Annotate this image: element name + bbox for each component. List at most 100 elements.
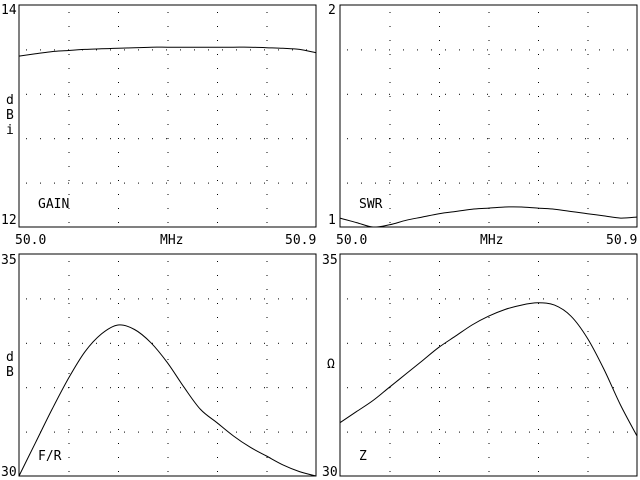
grid-dot	[217, 317, 218, 318]
grid-dot	[194, 342, 195, 344]
grid-dot	[587, 222, 589, 223]
grid-dot	[292, 342, 293, 344]
grid-dot	[217, 373, 218, 374]
grid-dot	[389, 40, 391, 41]
grid-dot	[361, 431, 362, 433]
fr-grid	[26, 261, 307, 472]
grid-dot	[264, 298, 265, 300]
grid-dot	[208, 342, 209, 344]
grid-dot	[361, 138, 362, 140]
grid-dot	[389, 261, 391, 262]
grid-dot	[389, 373, 391, 374]
grid-dot	[361, 49, 362, 51]
grid-dot	[118, 68, 119, 69]
grid-dot	[613, 182, 614, 184]
grid-dot	[613, 49, 614, 51]
grid-dot	[292, 182, 293, 184]
grid-dot	[266, 124, 268, 125]
z-panel: 35 30 Ω Z	[322, 253, 638, 480]
grid-dot	[96, 93, 97, 95]
grid-dot	[538, 317, 539, 318]
grid-dot	[222, 387, 223, 389]
grid-dot	[82, 93, 83, 95]
grid-dot	[445, 49, 446, 51]
grid-dot	[306, 431, 307, 433]
grid-dot	[180, 387, 181, 389]
grid-dot	[96, 342, 97, 344]
grid-dot	[389, 180, 391, 181]
grid-dot	[439, 457, 440, 458]
gain-x-max-label: 50.9	[285, 233, 316, 248]
grid-dot	[538, 26, 539, 27]
grid-dot	[118, 152, 119, 153]
grid-dot	[599, 138, 600, 140]
grid-dot	[375, 182, 376, 184]
grid-dot	[627, 138, 628, 140]
grid-dot	[152, 342, 153, 344]
grid-dot	[587, 208, 589, 209]
grid-dot	[585, 93, 586, 95]
grid-dot	[487, 138, 488, 140]
grid-dot	[439, 373, 440, 374]
grid-dot	[68, 471, 70, 472]
grid-dot	[439, 359, 440, 360]
grid-dot	[515, 93, 516, 95]
grid-dot	[180, 182, 181, 184]
grid-dot	[347, 342, 348, 344]
grid-dot	[266, 208, 268, 209]
grid-dot	[68, 317, 70, 318]
grid-dot	[118, 443, 119, 444]
grid-dot	[587, 289, 589, 290]
grid-dot	[68, 82, 70, 83]
grid-dot	[217, 194, 218, 195]
grid-dot	[543, 342, 544, 344]
grid-dot	[439, 96, 440, 97]
grid-dot	[488, 359, 490, 360]
grid-dot	[488, 26, 490, 27]
grid-dot	[96, 298, 97, 300]
grid-dot	[236, 431, 237, 433]
grid-dot	[473, 49, 474, 51]
grid-dot	[587, 96, 589, 97]
grid-dot	[585, 387, 586, 389]
grid-dot	[587, 138, 589, 139]
grid-dot	[538, 222, 539, 223]
grid-dot	[587, 110, 589, 111]
grid-dot	[375, 49, 376, 51]
grid-dot	[473, 342, 474, 344]
grid-dot	[361, 182, 362, 184]
grid-dot	[587, 373, 589, 374]
grid-dot	[439, 275, 440, 276]
grid-dot	[599, 431, 600, 433]
grid-dot	[167, 68, 169, 69]
grid-dot	[167, 222, 169, 223]
grid-dot	[585, 298, 586, 300]
grid-dot	[138, 342, 139, 344]
grid-dot	[82, 298, 83, 300]
grid-dot	[167, 443, 169, 444]
grid-dot	[389, 457, 391, 458]
grid-dot	[208, 298, 209, 300]
grid-dot	[543, 138, 544, 140]
grid-dot	[68, 303, 70, 304]
grid-dot	[26, 342, 27, 344]
grid-dot	[118, 471, 119, 472]
grid-dot	[264, 138, 265, 140]
grid-dot	[389, 342, 390, 344]
grid-dot	[488, 317, 490, 318]
grid-dot	[167, 345, 169, 346]
grid-dot	[118, 54, 119, 55]
grid-dot	[515, 342, 516, 344]
grid-dot	[488, 152, 490, 153]
grid-dot	[488, 387, 490, 388]
grid-dot	[389, 96, 391, 97]
grid-dot	[68, 345, 70, 346]
grid-dot	[250, 93, 251, 95]
grid-dot	[306, 182, 307, 184]
grid-dot	[68, 12, 70, 13]
grid-dot	[361, 342, 362, 344]
grid-dot	[439, 317, 440, 318]
grid-dot	[439, 110, 440, 111]
grid-dot	[439, 82, 440, 83]
grid-dot	[543, 387, 544, 389]
